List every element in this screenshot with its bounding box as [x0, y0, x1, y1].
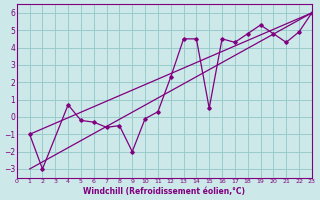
X-axis label: Windchill (Refroidissement éolien,°C): Windchill (Refroidissement éolien,°C): [83, 187, 245, 196]
